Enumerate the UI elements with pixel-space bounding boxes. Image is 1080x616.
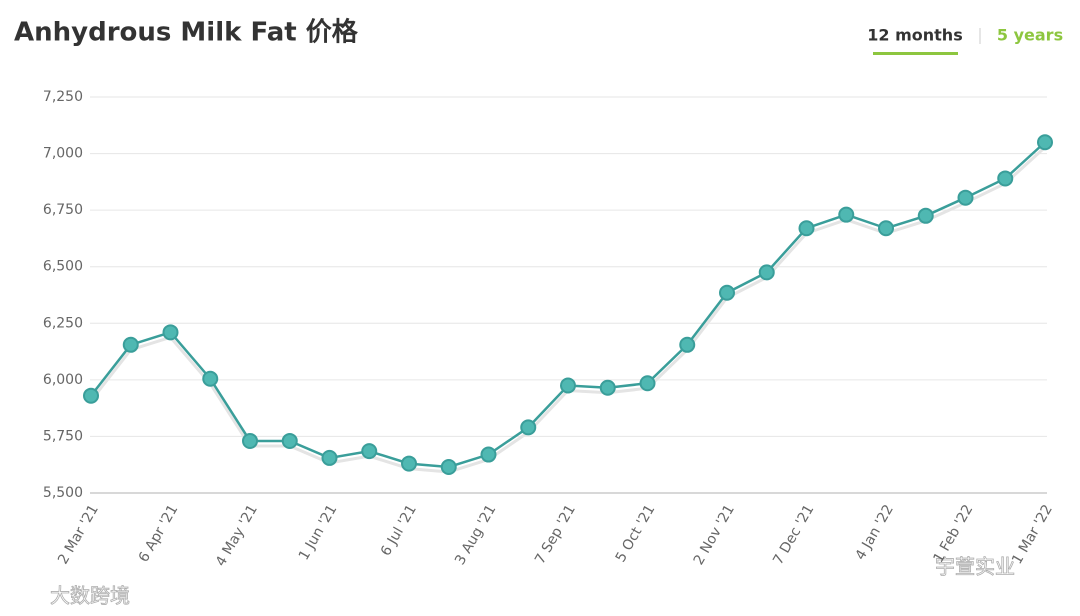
point	[122, 336, 139, 353]
chart-title: Anhydrous Milk Fat 价格	[14, 17, 359, 48]
x-tick-label: 7 Dec '21	[770, 502, 817, 568]
point	[321, 449, 338, 466]
point	[599, 379, 616, 396]
point	[878, 220, 894, 237]
x-tick-label: 4 May '21	[213, 502, 261, 569]
point	[639, 375, 656, 392]
y-tick-label: 6,500	[43, 259, 83, 275]
x-tick-label: 1 Jun '21	[296, 502, 341, 563]
point	[401, 455, 417, 472]
point	[798, 220, 815, 237]
y-tick-label: 6,250	[43, 315, 83, 331]
line	[90, 141, 1046, 469]
point	[440, 458, 457, 475]
x-tick-label: 5 Oct '21	[613, 502, 659, 565]
x-tick-label: 4 Jan '22	[853, 502, 897, 563]
x-tick-label: 2 Nov '21	[691, 502, 738, 568]
point	[838, 206, 855, 223]
point	[480, 446, 497, 463]
y-tick-label: 5,750	[43, 428, 83, 444]
x-tick-label: 6 Jul '21	[378, 502, 420, 559]
point	[162, 324, 179, 341]
y-tick-label: 6,000	[43, 372, 83, 388]
x-tick-label: 1 Mar '22	[1009, 502, 1056, 567]
y-tick-label: 5,500	[43, 485, 83, 501]
active-tab-underline	[873, 52, 958, 55]
tab-12-months[interactable]: 12 months	[867, 26, 962, 45]
y-tick-label: 7,000	[43, 146, 83, 162]
point	[997, 170, 1014, 187]
point	[520, 419, 537, 436]
watermark: 大数跨境	[50, 584, 130, 608]
point	[83, 387, 99, 404]
y-tick-label: 6,750	[43, 202, 83, 218]
watermark: 宇萱实业	[935, 555, 1015, 579]
point	[719, 284, 735, 301]
line-shadow	[89, 146, 1047, 474]
point	[202, 370, 219, 387]
point	[679, 336, 696, 353]
point	[1037, 134, 1053, 151]
x-tick-label: 7 Sep '21	[532, 502, 579, 567]
point	[758, 264, 775, 281]
point	[242, 432, 258, 449]
x-tick-label: 6 Apr '21	[136, 502, 182, 565]
point	[957, 189, 974, 206]
point	[560, 377, 576, 394]
y-tick-label: 7,250	[43, 89, 83, 105]
point	[281, 432, 298, 449]
point	[361, 443, 378, 460]
x-tick-label: 2 Mar '21	[55, 502, 102, 567]
tab-5-years[interactable]: 5 years	[997, 26, 1063, 45]
x-tick-label: 3 Aug '21	[452, 502, 499, 568]
point	[917, 207, 934, 224]
